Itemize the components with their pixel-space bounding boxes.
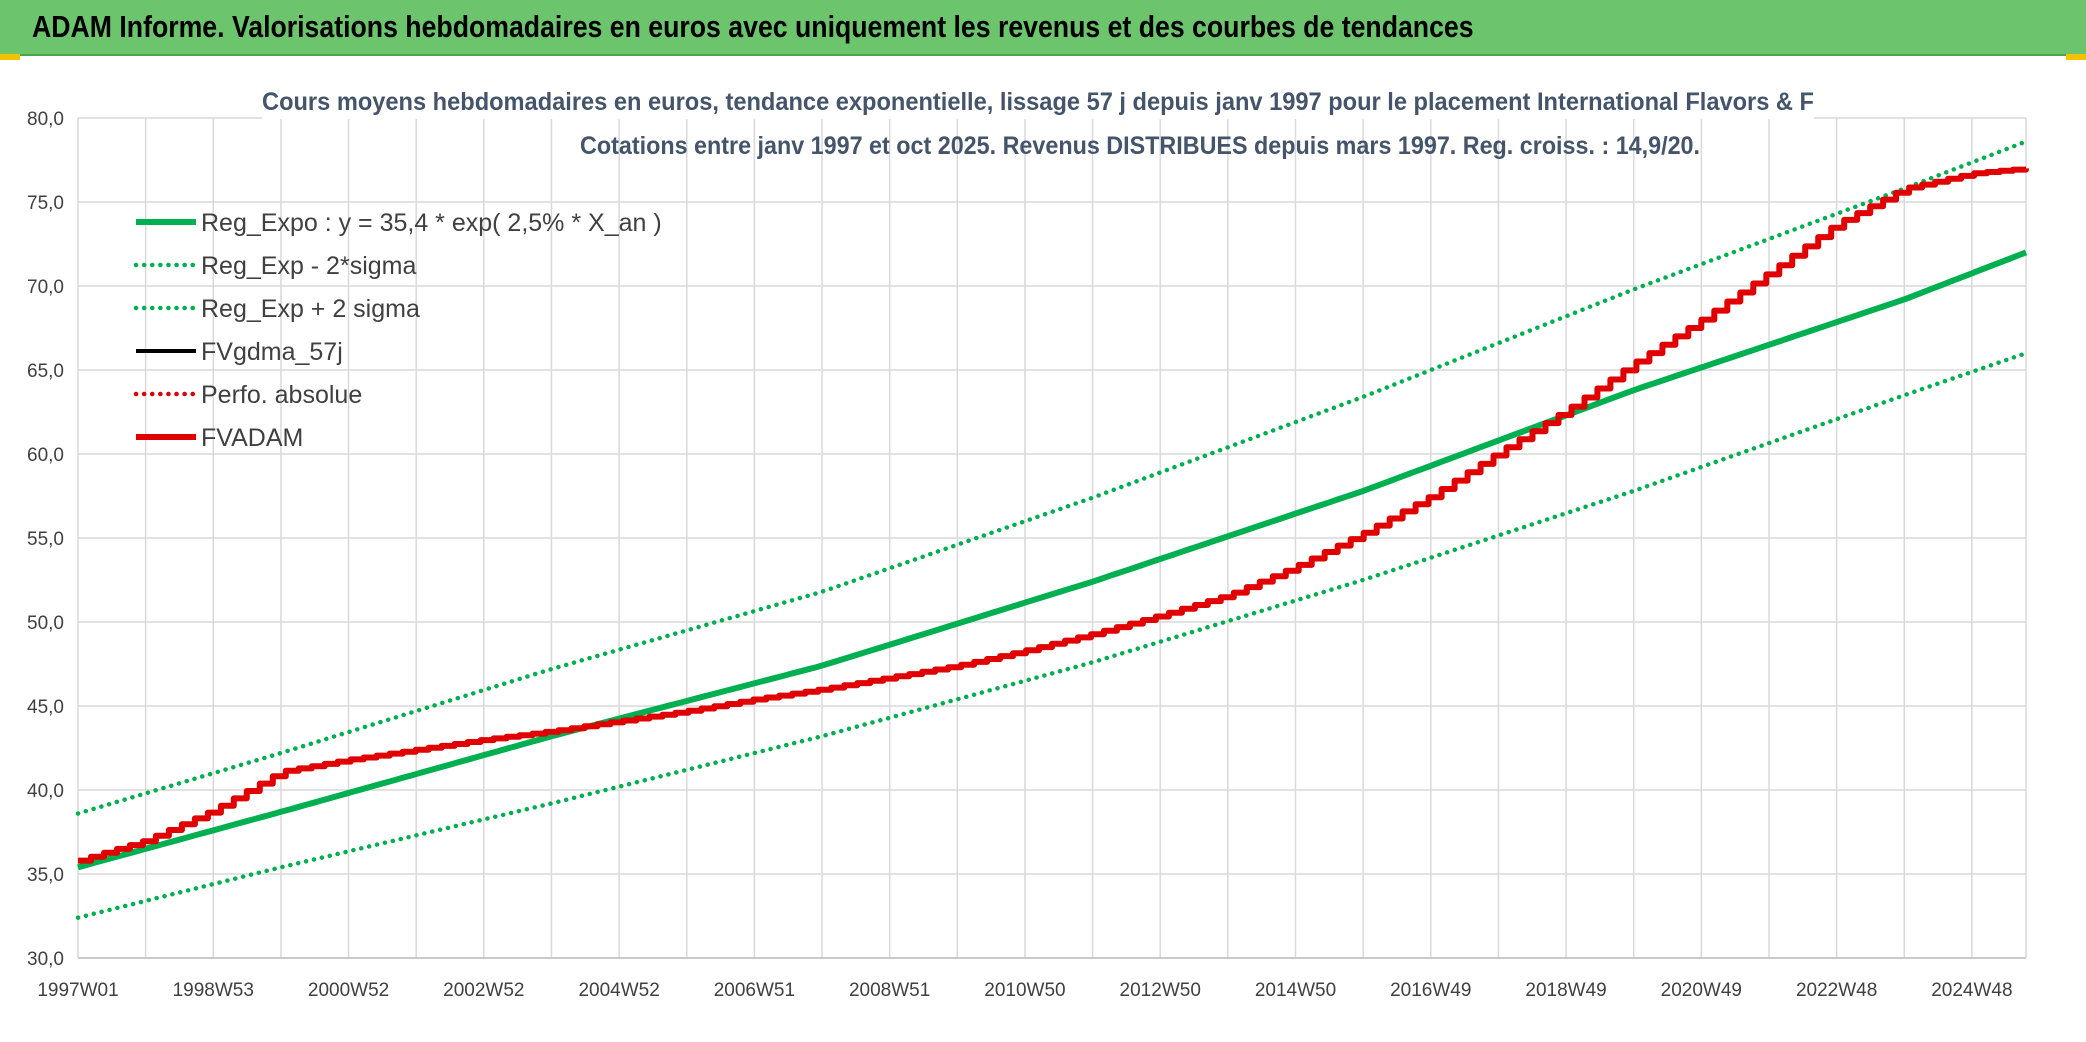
legend-label: Reg_Exp + 2 sigma <box>201 295 420 323</box>
legend-label: FVADAM <box>201 424 303 452</box>
x-tick-label: 2022W48 <box>1796 980 1877 1001</box>
x-tick-label: 2014W50 <box>1255 980 1336 1001</box>
x-tick-label: 2004W52 <box>578 980 659 1001</box>
y-tick-label: 45,0 <box>27 697 64 718</box>
chart-area: 30,0 35,0 40,0 45,0 50,0 55,0 60,0 65,0 70,0 75,0… <box>0 60 2086 1037</box>
x-tick-label: 2008W51 <box>849 980 930 1001</box>
x-tick-label: 1997W01 <box>37 980 118 1001</box>
x-tick-label: 2006W51 <box>714 980 795 1001</box>
y-tick-label: 70,0 <box>27 277 64 298</box>
legend: Reg_Expo : y = 35,4 * exp( 2,5% * X_an )… <box>133 209 662 452</box>
grid-layer <box>77 117 2027 959</box>
line-chart: 30,0 35,0 40,0 45,0 50,0 55,0 60,0 65,0 70,0 75,0… <box>27 83 2029 1001</box>
y-tick-label: 60,0 <box>27 445 64 466</box>
x-tick-label: 2000W52 <box>308 980 389 1001</box>
x-tick-label: 1998W53 <box>173 980 254 1001</box>
y-tick-label: 50,0 <box>27 613 64 634</box>
y-tick-label: 40,0 <box>27 781 64 802</box>
y-tick-label: 55,0 <box>27 529 64 550</box>
y-tick-label: 75,0 <box>27 193 64 214</box>
y-tick-label: 30,0 <box>27 949 64 970</box>
y-tick-label: 35,0 <box>27 865 64 886</box>
x-tick-label: 2024W48 <box>1931 980 2012 1001</box>
chart-title-line-2: Cotations entre janv 1997 et oct 2025. R… <box>580 132 1700 160</box>
series-line-5 <box>78 166 2029 864</box>
series-layer <box>75 139 2029 920</box>
report-banner: ADAM Informe. Valorisations hebdomadaire… <box>0 0 2086 56</box>
corner-marker-right <box>2066 54 2086 60</box>
x-tick-label: 2020W49 <box>1661 980 1742 1001</box>
legend-label: Reg_Expo : y = 35,4 * exp( 2,5% * X_an ) <box>201 209 662 237</box>
y-tick-label: 65,0 <box>27 361 64 382</box>
title-background <box>262 83 1814 119</box>
series-line-2 <box>75 139 2029 816</box>
series-line-0 <box>77 249 2028 871</box>
x-tick-label: 2010W50 <box>984 980 1065 1001</box>
x-tick-label: 2016W49 <box>1390 980 1471 1001</box>
legend-label: FVgdma_57j <box>201 338 343 366</box>
x-tick-label: 2018W49 <box>1525 980 1606 1001</box>
y-tick-label: 80,0 <box>27 109 64 130</box>
x-tick-label: 2012W50 <box>1120 980 1201 1001</box>
axis-layer: 30,0 35,0 40,0 45,0 50,0 55,0 60,0 65,0 70,0 75,0… <box>27 109 2026 1001</box>
series-line-1 <box>75 350 2029 920</box>
legend-label: Perfo. absolue <box>201 381 362 409</box>
chart-title-line-1: Cours moyens hebdomadaires en euros, ten… <box>262 88 1814 116</box>
x-tick-label: 2002W52 <box>443 980 524 1001</box>
report-title: ADAM Informe. Valorisations hebdomadaire… <box>32 9 1474 44</box>
legend-label: Reg_Exp - 2*sigma <box>201 252 416 280</box>
corner-marker-left <box>0 54 20 60</box>
